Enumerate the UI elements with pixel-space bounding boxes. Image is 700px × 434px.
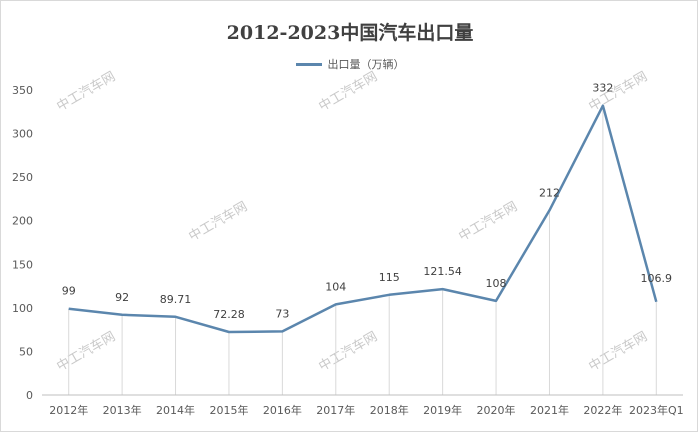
watermark-text: 中工汽车网: [54, 328, 118, 374]
data-label: 92: [115, 291, 129, 304]
legend-label: 出口量（万辆）: [327, 58, 405, 71]
watermark-text: 中工汽车网: [54, 68, 118, 114]
y-tick-label: 200: [12, 215, 33, 228]
x-tick-label: 2022年: [583, 403, 622, 417]
watermark-text: 中工汽车网: [186, 198, 250, 244]
watermark-text: 中工汽车网: [456, 198, 520, 244]
x-tick-label: 2023年Q1: [629, 403, 684, 417]
x-tick-label: 2018年: [370, 403, 409, 417]
y-tick-label: 0: [26, 389, 33, 402]
data-label: 332: [592, 82, 613, 95]
data-label: 115: [379, 271, 400, 284]
data-label: 99: [62, 285, 76, 298]
y-tick-label: 350: [12, 84, 33, 97]
x-tick-label: 2016年: [263, 403, 302, 417]
data-label: 73: [275, 307, 289, 320]
data-label: 108: [486, 277, 507, 290]
y-tick-label: 250: [12, 171, 33, 184]
chart-title: 2012-2023中国汽车出口量: [226, 22, 474, 44]
legend: 出口量（万辆）: [0, 56, 700, 72]
data-label: 104: [325, 280, 346, 293]
watermark-text: 中工汽车网: [586, 328, 650, 374]
data-label: 121.54: [423, 265, 462, 278]
watermark-text: 中工汽车网: [316, 68, 380, 114]
x-tick-label: 2014年: [156, 403, 195, 417]
x-tick-label: 2015年: [209, 403, 248, 417]
x-tick-label: 2017年: [316, 403, 355, 417]
legend-swatch: [295, 62, 322, 66]
y-tick-label: 50: [19, 345, 33, 358]
x-axis-ticks: 2012年 2013年 2014年 2015年 2016年 2017年 2018年 2019年…: [49, 403, 683, 417]
y-axis-ticks: 0 50 100 150 200 250 300 350: [12, 84, 33, 402]
data-label: 212: [539, 186, 560, 199]
y-tick-label: 100: [12, 302, 33, 315]
x-tick-label: 2012年: [49, 403, 88, 417]
series-line: [68, 104, 658, 334]
data-label: 106.9: [641, 272, 673, 285]
drop-lines: [68, 105, 657, 395]
data-label: 89.71: [160, 293, 192, 306]
y-tick-label: 300: [12, 128, 33, 141]
x-tick-label: 2020年: [477, 403, 516, 417]
data-labels: 99 92 89.71 72.28 73 104 115 121.54 108 212 332 106…: [62, 82, 672, 321]
x-tick-label: 2021年: [530, 403, 569, 417]
y-tick-label: 150: [12, 258, 33, 271]
x-tick-label: 2013年: [103, 403, 142, 417]
x-tick-label: 2019年: [423, 403, 462, 417]
watermark-text: 中工汽车网: [316, 328, 380, 374]
data-label: 72.28: [213, 308, 245, 321]
